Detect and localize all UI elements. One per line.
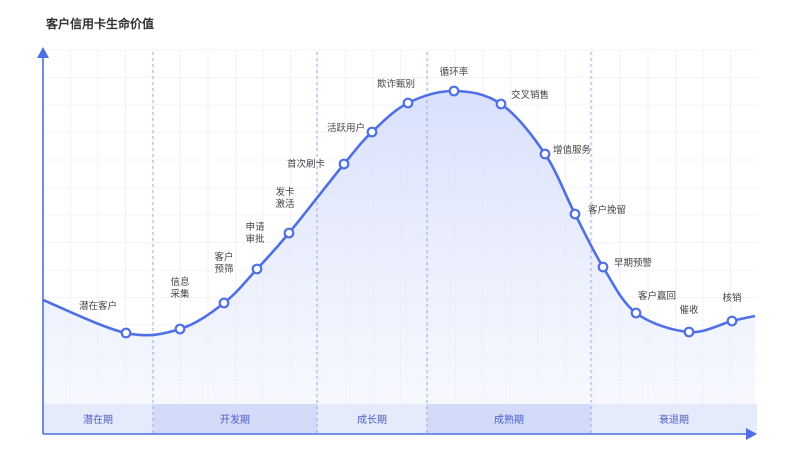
stage-band [43, 404, 153, 434]
point-label: 核销 [722, 292, 742, 304]
point-label: 信息 [170, 276, 189, 288]
diagram-title: 客户信用卡生命价值 [46, 17, 155, 31]
axes [37, 47, 757, 440]
curve-point-marker [448, 85, 460, 97]
point-label: 预筛 [214, 263, 233, 275]
curve-point-marker [569, 208, 581, 220]
stage-dividers [152, 52, 592, 434]
y-axis-arrow-icon [37, 47, 49, 58]
curve-area [43, 90, 755, 404]
point-label: 循环率 [440, 66, 469, 78]
curve-point-marker [251, 263, 263, 275]
curve-point-marker [597, 261, 609, 273]
stage-bands: 潜在期 开发期 成长期 成熟期 衰退期 [43, 404, 757, 434]
point-label: 首次刷卡 [287, 158, 326, 170]
point-label: 客户 [214, 251, 233, 263]
point-label: 审批 [245, 233, 265, 245]
point-label: 申请 [245, 221, 265, 233]
curve-point-marker [683, 326, 695, 338]
stage-label: 成长期 [357, 414, 387, 426]
curve-point-marker [630, 307, 642, 319]
point-label: 采集 [170, 288, 190, 300]
point-label: 客户挽留 [588, 204, 626, 216]
curve-point-marker [174, 323, 186, 335]
stage-band [153, 404, 317, 434]
point-label: 潜在客户 [79, 300, 117, 312]
point-label: 激活 [275, 198, 295, 210]
curve-point-marker [495, 98, 507, 110]
point-label: 早期预警 [614, 257, 653, 269]
point-label: 增值服务 [553, 144, 592, 156]
point-label: 客户赢回 [638, 290, 676, 302]
curve-point-marker [120, 327, 132, 339]
curve-point-marker [726, 315, 738, 327]
stage-label: 衰退期 [659, 413, 689, 426]
stage-band [317, 404, 427, 434]
point-label: 发卡 [275, 186, 295, 198]
point-label: 欺诈甄别 [377, 78, 415, 90]
curve-point-marker [539, 148, 551, 160]
stage-band [427, 404, 591, 434]
stage-label: 潜在期 [83, 413, 113, 426]
curve-point-marker [283, 227, 295, 239]
point-label: 交叉销售 [511, 89, 549, 101]
stage-label: 成熟期 [494, 413, 524, 426]
curve-point-marker [338, 158, 350, 170]
stage-band [591, 404, 757, 434]
point-label: 活跃用户 [327, 122, 365, 134]
curve-point-marker [218, 297, 230, 309]
x-axis-arrow-icon [746, 428, 757, 440]
curve-point-marker [366, 126, 378, 138]
point-label: 催收 [679, 304, 699, 316]
curve-point-marker [402, 97, 414, 109]
stage-label: 开发期 [220, 413, 250, 426]
